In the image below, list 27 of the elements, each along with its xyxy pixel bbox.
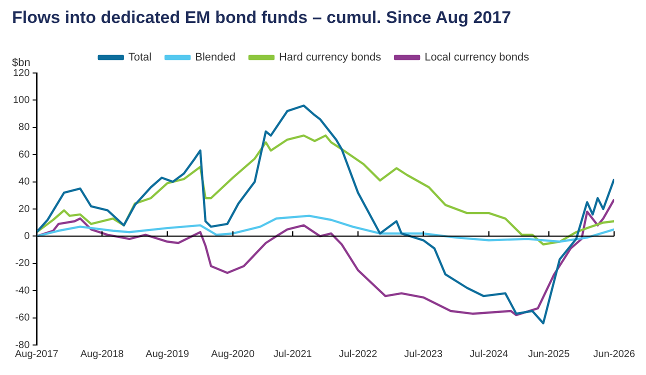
x-tick-label: Jul-2022 bbox=[338, 348, 378, 360]
x-tick-label: Jun-2025 bbox=[528, 348, 570, 360]
y-tick-label: 100 bbox=[12, 94, 30, 106]
y-tick-label: 0 bbox=[24, 230, 30, 242]
x-tick-label: Jul-2024 bbox=[470, 348, 508, 360]
x-tick-label: Aug-2020 bbox=[211, 348, 255, 360]
y-tick-label: 60 bbox=[18, 149, 30, 160]
y-axis-title: $bn bbox=[12, 57, 30, 70]
x-tick-label: Jul-2021 bbox=[273, 348, 312, 360]
y-tick-label: 20 bbox=[18, 204, 30, 215]
x-tick-label: Aug-2017 bbox=[14, 348, 59, 360]
legend-label: Total bbox=[128, 52, 152, 64]
y-tick-label: 80 bbox=[18, 122, 30, 134]
y-tick-label: 120 bbox=[12, 68, 30, 79]
x-tick-label: Jun-2026 bbox=[593, 348, 636, 360]
chart-title: Flows into dedicated EM bond funds – cumul. Since Aug 2017 bbox=[12, 8, 512, 28]
x-tick-label: Aug-2018 bbox=[80, 348, 124, 360]
x-tick-label: Aug-2019 bbox=[146, 348, 190, 360]
legend-label: Hard currency bonds bbox=[278, 52, 382, 64]
y-tick-label: -80 bbox=[15, 340, 30, 351]
y-tick-label: -60 bbox=[15, 312, 30, 324]
legend-label: Blended bbox=[195, 52, 236, 64]
x-tick-label: Jul-2023 bbox=[404, 348, 443, 360]
y-tick-label: -40 bbox=[15, 285, 30, 296]
legend-label: Local currency bonds bbox=[424, 52, 530, 64]
y-tick-label: -20 bbox=[15, 258, 30, 270]
y-tick-label: 40 bbox=[18, 176, 30, 188]
